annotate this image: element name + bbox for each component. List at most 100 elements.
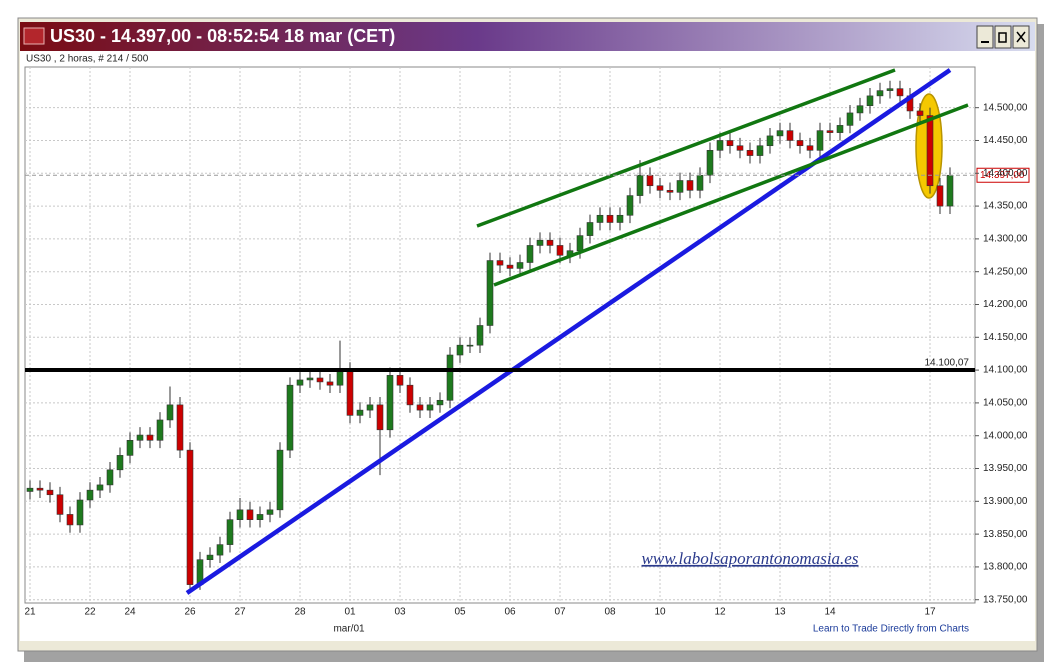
candle-body: [336, 369, 344, 386]
candle-body: [636, 174, 644, 196]
y-tick-label: 14.300,00: [983, 234, 1028, 245]
y-tick-label: 13.950,00: [983, 463, 1028, 474]
candle-body: [816, 130, 824, 151]
chart-subtitle: US30 , 2 horas, # 214 / 500: [26, 54, 149, 65]
candle-body: [646, 174, 654, 187]
x-tick-label: 03: [394, 607, 406, 618]
support-line: [185, 68, 952, 595]
x-tick-label: 10: [654, 607, 666, 618]
channel-upper: [476, 68, 896, 228]
candle-body: [616, 214, 624, 223]
y-tick-label: 14.250,00: [983, 266, 1028, 277]
restore-button[interactable]: [994, 25, 1012, 49]
candle-body: [426, 404, 434, 411]
candle-body: [446, 354, 454, 401]
candle-body: [386, 375, 394, 431]
title-bar: [20, 22, 1035, 51]
candle-body: [856, 105, 864, 114]
candle-body: [46, 489, 54, 496]
minimize-button[interactable]: [976, 25, 994, 49]
x-tick-label: 13: [774, 607, 786, 618]
candle-body: [496, 260, 504, 266]
chart-title: US30 - 14.397,00 - 08:52:54 18 mar (CET): [50, 26, 395, 46]
candle-body: [396, 375, 404, 386]
candle-body: [666, 190, 674, 193]
trend-lines: [185, 68, 969, 595]
candle-body: [416, 404, 424, 411]
candle-body: [236, 509, 244, 520]
y-tick-label: 14.050,00: [983, 398, 1028, 409]
x-tick-label: 26: [184, 607, 196, 618]
window-buttons[interactable]: [976, 25, 1030, 49]
level-label: 14.100,07: [925, 358, 970, 369]
y-tick-label: 14.150,00: [983, 332, 1028, 343]
candle-body: [696, 174, 704, 191]
candle-body: [736, 145, 744, 151]
current-price-box: [976, 167, 1030, 183]
candle-body: [146, 434, 154, 441]
candle-body: [286, 384, 294, 451]
candle-body: [206, 554, 214, 561]
candle-body: [686, 180, 694, 191]
y-tick-label: 14.450,00: [983, 135, 1028, 146]
candle-body: [476, 325, 484, 346]
candle-body: [756, 145, 764, 156]
candle-body: [796, 140, 804, 147]
candle-body: [596, 214, 604, 223]
current-price-label: 14.397,00: [980, 170, 1025, 181]
y-tick-label: 14.350,00: [983, 201, 1028, 212]
y-tick-label: 14.100,00: [983, 365, 1028, 376]
candle-body: [836, 125, 844, 133]
x-tick-label: 21: [24, 607, 36, 618]
candle-body: [606, 214, 614, 223]
y-tick-label: 14.400,00: [983, 168, 1028, 179]
candle-body: [506, 264, 514, 269]
candle-body: [66, 514, 74, 526]
candle-body: [456, 344, 464, 356]
candle-body: [936, 185, 944, 207]
candle-body: [436, 399, 444, 406]
candle-body: [166, 404, 174, 421]
candle-body: [846, 112, 854, 126]
candle-body: [326, 381, 334, 386]
candle-body: [136, 434, 144, 441]
watermark[interactable]: www.labolsaporantonomasia.es: [642, 549, 859, 568]
candle-body: [106, 469, 114, 486]
x-tick-label: 22: [84, 607, 96, 618]
candle-body: [576, 235, 584, 251]
candle-body: [786, 130, 794, 141]
candle-body: [156, 419, 164, 441]
y-tick-label: 13.900,00: [983, 496, 1028, 507]
candle-body: [896, 88, 904, 97]
candle-body: [216, 544, 224, 556]
candle-body: [746, 150, 754, 156]
candle-body: [36, 487, 44, 491]
candle-body: [26, 487, 34, 492]
candle-body: [356, 409, 364, 416]
candle-body: [186, 449, 194, 585]
x-tick-label: 17: [924, 607, 936, 618]
x-tick-label: 28: [294, 607, 306, 618]
candle-body: [526, 245, 534, 263]
candle-body: [886, 88, 894, 91]
x-tick-label: 14: [824, 607, 836, 618]
candle-body: [126, 439, 134, 456]
candle-body: [626, 195, 634, 216]
candle-body: [306, 377, 314, 381]
candle-body: [516, 262, 524, 269]
candle-body: [676, 180, 684, 193]
candle-body: [556, 245, 564, 256]
window-icon: [23, 27, 45, 45]
candle-body: [406, 384, 414, 406]
candle-body: [56, 494, 64, 515]
candle-body: [656, 185, 664, 191]
footer-link[interactable]: Learn to Trade Directly from Charts: [813, 624, 969, 635]
y-tick-label: 13.750,00: [983, 594, 1028, 605]
candle-body: [176, 404, 184, 451]
y-tick-label: 14.000,00: [983, 430, 1028, 441]
candle-body: [466, 344, 474, 347]
x-tick-label: 24: [124, 607, 136, 618]
candle-body: [876, 90, 884, 97]
candle-body: [376, 404, 384, 431]
